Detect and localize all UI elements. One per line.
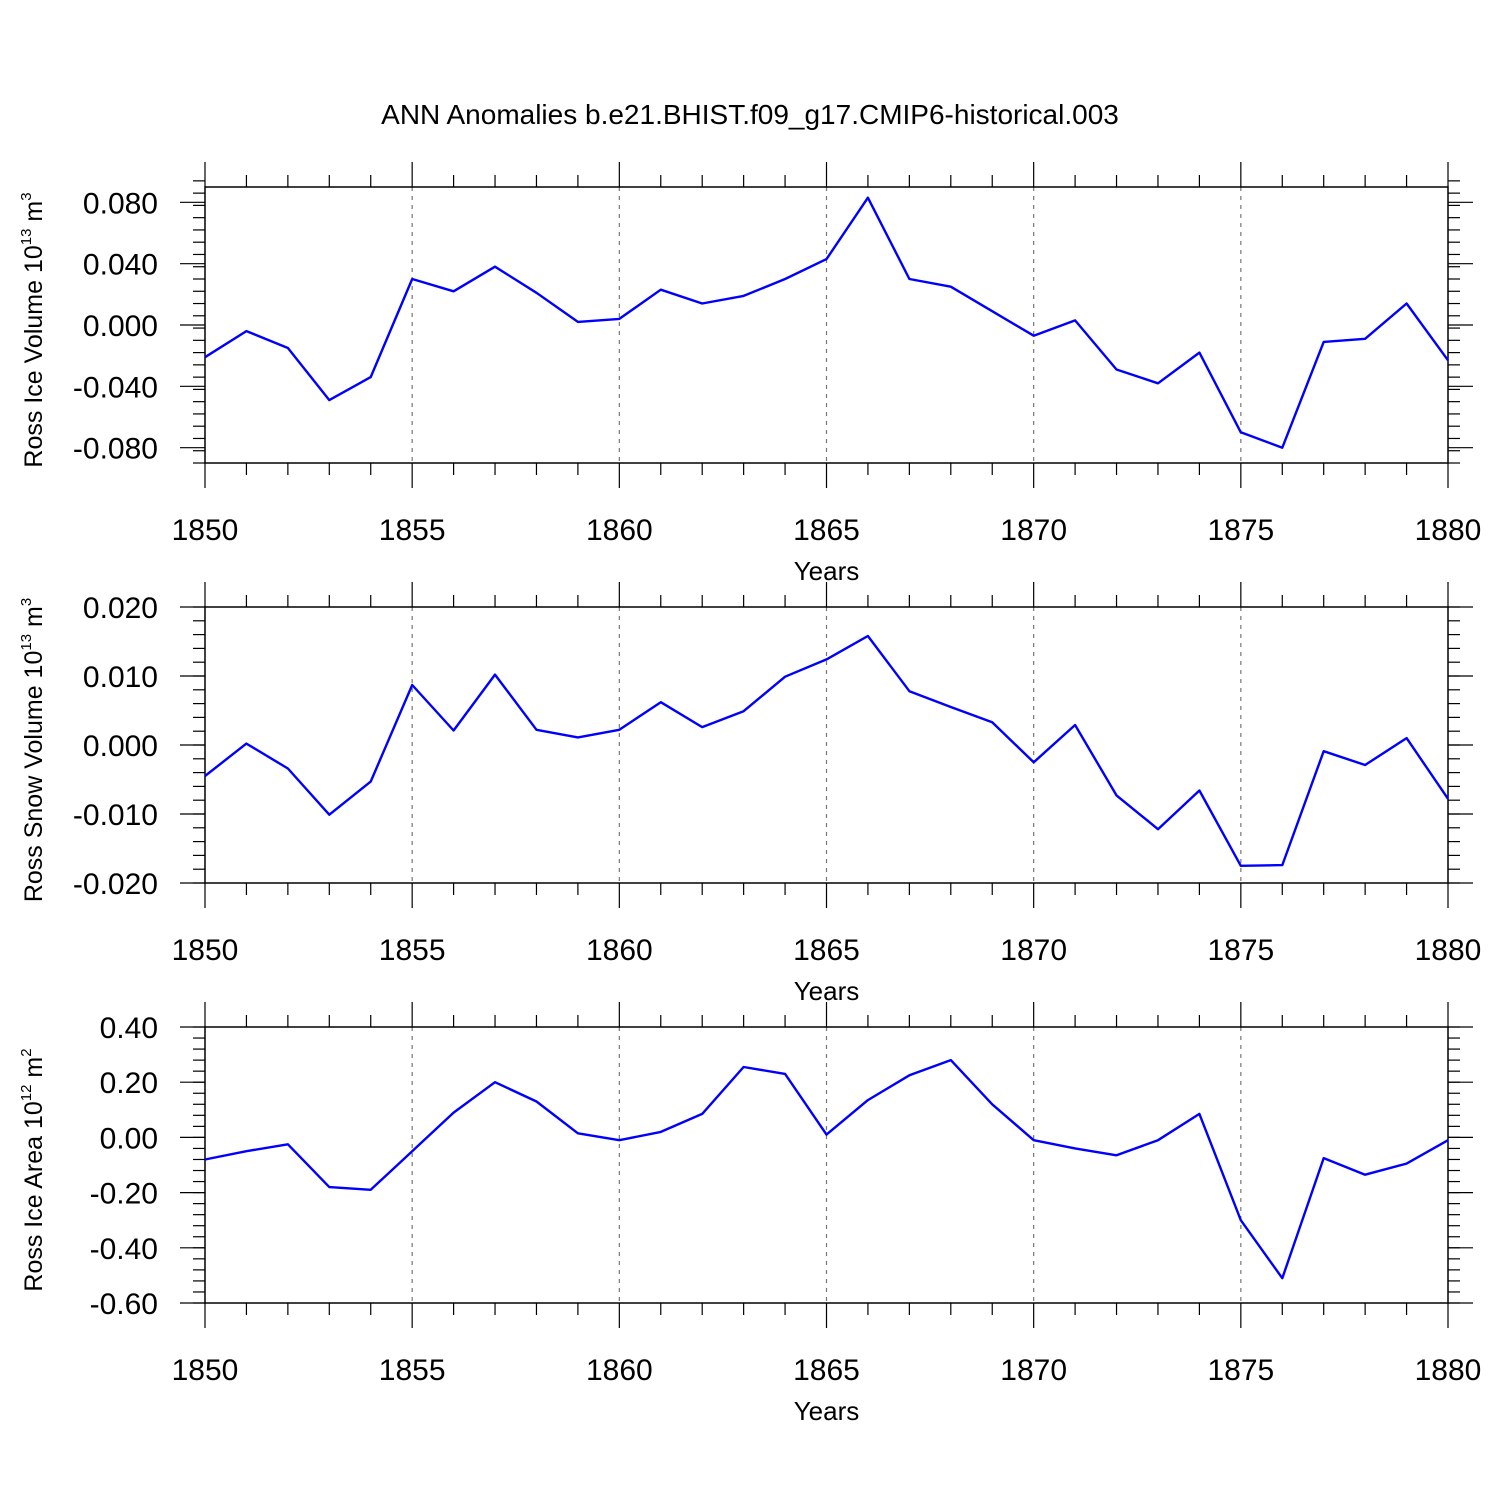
x-tick-label: 1855 — [379, 934, 446, 967]
x-tick-label: 1880 — [1415, 934, 1482, 967]
y-tick-label: -0.010 — [73, 799, 158, 832]
x-tick-label: 1865 — [793, 1354, 860, 1387]
y-tick-label: -0.40 — [90, 1233, 158, 1266]
x-tick-label: 1875 — [1207, 1354, 1274, 1387]
x-tick-label: 1870 — [1000, 1354, 1067, 1387]
y-axis-label-superscript: 3 — [18, 192, 35, 200]
y-axis-label: Ross Ice Area 1012 m2 — [18, 1048, 48, 1291]
x-tick-label: 1860 — [586, 514, 653, 547]
y-tick-label: -0.20 — [90, 1178, 158, 1211]
x-tick-label: 1880 — [1415, 1354, 1482, 1387]
x-tick-label: 1870 — [1000, 934, 1067, 967]
y-tick-label: 0.040 — [83, 249, 158, 282]
x-tick-label: 1870 — [1000, 514, 1067, 547]
y-tick-label: 0.020 — [83, 592, 158, 625]
y-axis-label-text: Ross Ice Area 10 — [20, 1101, 48, 1291]
figure-title: ANN Anomalies b.e21.BHIST.f09_g17.CMIP6-… — [381, 99, 1119, 130]
y-axis-label-text: m — [20, 606, 48, 634]
chart-panel-2: -0.020 -0.010 0.000 0.010 0.020 1850 1855 1860 1… — [18, 582, 1481, 1006]
y-tick-label: 0.000 — [83, 310, 158, 343]
x-tick-label: 1850 — [172, 1354, 239, 1387]
y-tick-label: -0.60 — [90, 1288, 158, 1321]
y-tick-label: 0.010 — [83, 661, 158, 694]
x-axis-label: Years — [794, 1396, 860, 1426]
y-tick-label: 0.00 — [100, 1122, 158, 1155]
y-axis-label: Ross Snow Volume 1013 m3 — [18, 598, 48, 902]
y-axis-label-text: Ross Ice Volume 10 — [20, 245, 48, 467]
x-tick-label: 1875 — [1207, 934, 1274, 967]
y-axis-label-superscript: 13 — [18, 229, 35, 246]
series-line-1 — [204, 634, 1449, 867]
x-tick-label: 1875 — [1207, 514, 1274, 547]
x-axis-label: Years — [794, 556, 860, 586]
series-line-1 — [204, 196, 1449, 449]
y-tick-label: -0.020 — [73, 868, 158, 901]
chart-panels: -0.080 -0.040 0.000 0.040 0.080 1850 1855 1860 1… — [18, 162, 1481, 1426]
x-tick-label: 1850 — [172, 934, 239, 967]
x-axis-label: Years — [794, 976, 860, 1006]
x-tick-label: 1850 — [172, 514, 239, 547]
x-tick-label: 1865 — [793, 934, 860, 967]
y-axis-label-text: Ross Snow Volume 10 — [20, 651, 48, 903]
y-axis-label-superscript: 13 — [18, 634, 35, 651]
series-line-1 — [204, 1058, 1449, 1280]
x-tick-label: 1855 — [379, 514, 446, 547]
y-tick-label: 0.000 — [83, 730, 158, 763]
y-tick-label: -0.040 — [73, 371, 158, 404]
x-tick-label: 1865 — [793, 514, 860, 547]
chart-panel-3: -0.60 -0.40 -0.20 0.00 0.20 0.40 1850 1855 1860 1… — [18, 1002, 1481, 1426]
y-tick-label: 0.080 — [83, 187, 158, 220]
chart-panel-1: -0.080 -0.040 0.000 0.040 0.080 1850 1855 1860 1… — [18, 162, 1481, 586]
y-axis-label-text: m — [20, 1057, 48, 1085]
x-tick-label: 1855 — [379, 1354, 446, 1387]
y-axis-label: Ross Ice Volume 1013 m3 — [18, 192, 48, 467]
y-tick-label: 0.20 — [100, 1067, 158, 1100]
y-axis-label-superscript: 3 — [18, 598, 35, 606]
y-axis-label-superscript: 2 — [18, 1048, 35, 1056]
y-axis-label-text: m — [20, 201, 48, 229]
y-tick-label: 0.40 — [100, 1012, 158, 1045]
x-tick-label: 1860 — [586, 1354, 653, 1387]
y-tick-label: -0.080 — [73, 433, 158, 466]
y-axis-label-superscript: 12 — [18, 1085, 35, 1102]
x-tick-label: 1860 — [586, 934, 653, 967]
x-tick-label: 1880 — [1415, 514, 1482, 547]
